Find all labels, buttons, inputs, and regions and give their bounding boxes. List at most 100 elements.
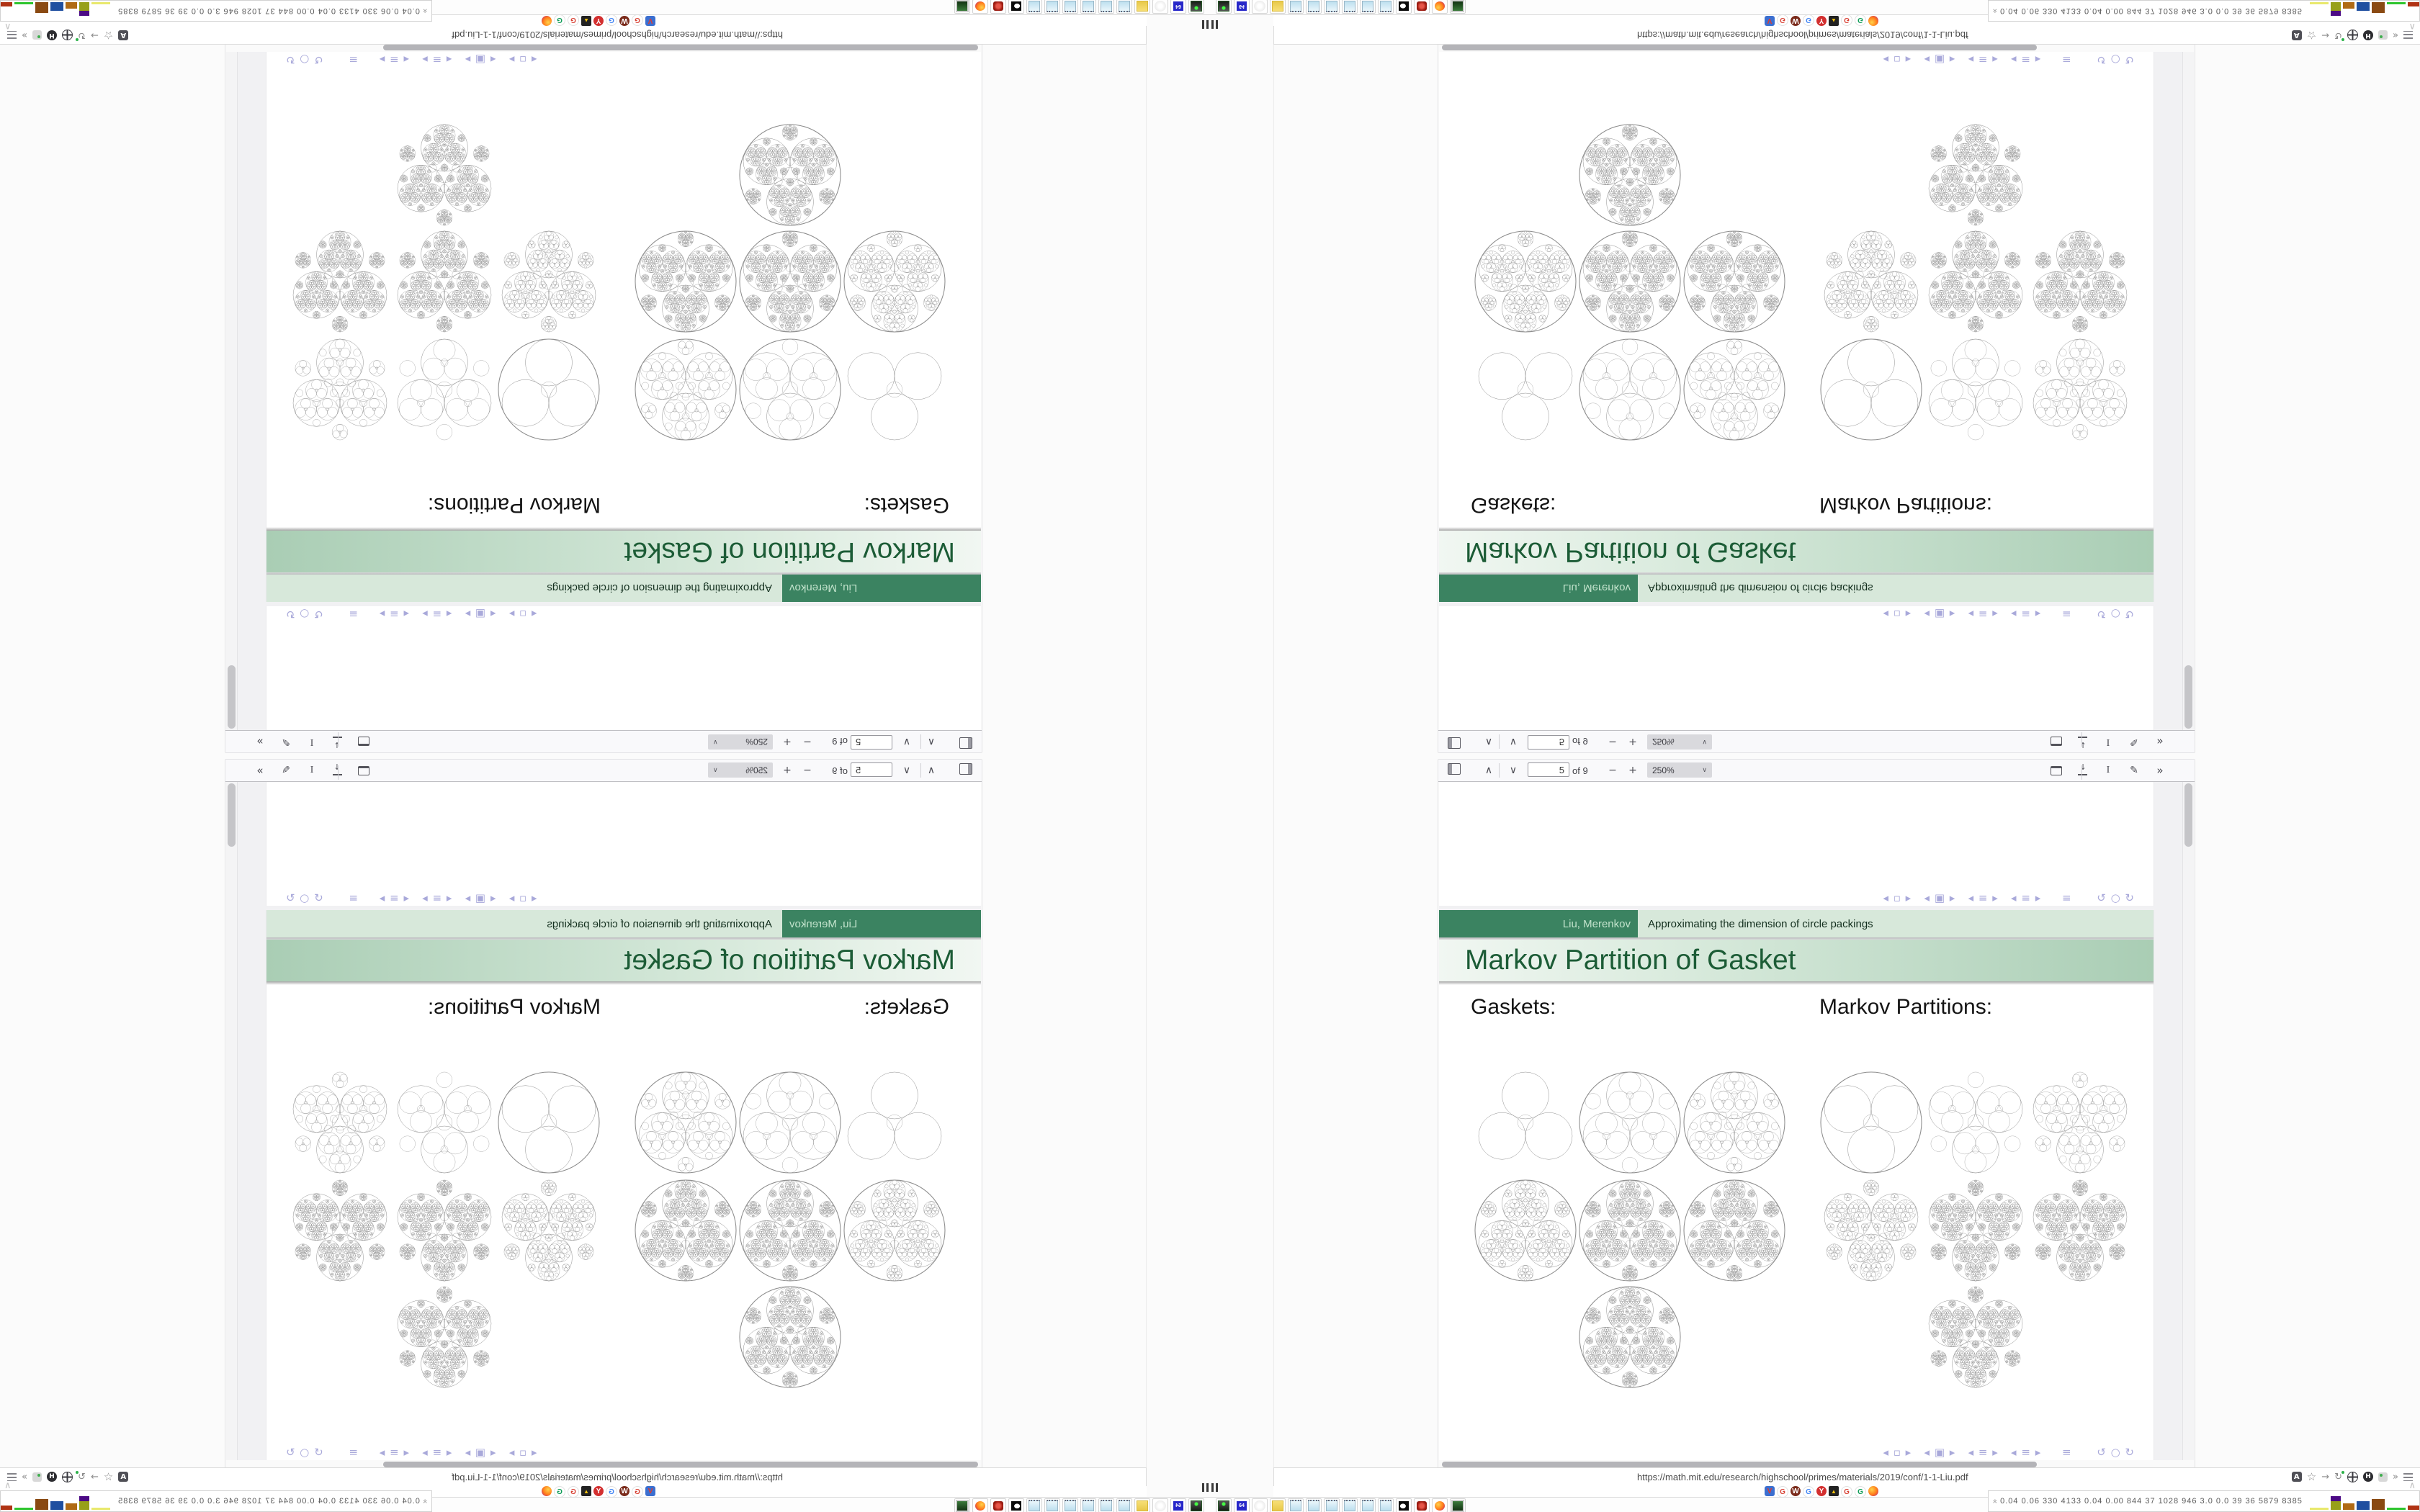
next-page-button[interactable]: ∨ bbox=[898, 762, 915, 779]
reload-icon[interactable]: ↻ bbox=[78, 30, 86, 41]
vertical-scrollbar[interactable] bbox=[226, 52, 238, 730]
reload-icon[interactable]: ↻ bbox=[78, 1472, 86, 1482]
zoom-out-button[interactable]: − bbox=[1604, 733, 1621, 750]
page-number-input[interactable] bbox=[1528, 762, 1569, 777]
launcher-disc[interactable] bbox=[1252, 0, 1268, 14]
extension-leaf-icon[interactable] bbox=[32, 1472, 42, 1482]
globe-icon[interactable] bbox=[62, 30, 73, 41]
favicon-google[interactable]: G bbox=[632, 1486, 643, 1498]
launcher-folder[interactable] bbox=[1134, 0, 1150, 14]
favicon-yahoo[interactable]: Y bbox=[593, 1486, 604, 1496]
text-tool-button[interactable]: I bbox=[2099, 762, 2117, 779]
more-tools-button[interactable]: » bbox=[251, 733, 269, 750]
zoom-in-button[interactable]: + bbox=[1624, 733, 1641, 750]
launcher-disc[interactable] bbox=[1152, 0, 1168, 14]
launcher-monitor[interactable] bbox=[954, 0, 970, 14]
previous-page-button[interactable]: ∧ bbox=[923, 733, 940, 750]
scrollbar-thumb[interactable] bbox=[2184, 783, 2192, 847]
draw-tool-button[interactable]: ✎ bbox=[2125, 733, 2143, 750]
favicon-google[interactable]: G bbox=[1803, 1486, 1814, 1498]
launcher-drive[interactable] bbox=[1216, 0, 1232, 14]
launcher-medallion[interactable] bbox=[1414, 0, 1430, 14]
url-text[interactable]: https://math.mit.edu/research/highschool… bbox=[1637, 1472, 1968, 1482]
favicon-firefox[interactable] bbox=[1868, 1486, 1878, 1496]
launcher-monitor[interactable] bbox=[1450, 0, 1466, 14]
sidebar-toggle-button[interactable] bbox=[1446, 733, 1463, 750]
launcher-firefox[interactable] bbox=[1432, 0, 1448, 14]
favicon-firefox[interactable] bbox=[542, 1486, 552, 1496]
launcher-folder[interactable] bbox=[1134, 1498, 1150, 1512]
globe-icon[interactable] bbox=[2347, 1472, 2358, 1482]
launcher-c64[interactable]: 64 bbox=[1234, 0, 1250, 14]
page-number-input[interactable] bbox=[851, 762, 892, 777]
launcher-c64[interactable]: 64 bbox=[1234, 1498, 1250, 1512]
bookmark-star-icon[interactable]: ☆ bbox=[104, 29, 113, 42]
launcher-notepad[interactable] bbox=[1080, 0, 1096, 14]
launcher-c64[interactable]: 64 bbox=[1170, 1498, 1186, 1512]
zoom-select[interactable]: 250% ∨ bbox=[708, 762, 773, 778]
menu-icon[interactable] bbox=[2403, 32, 2413, 40]
launcher-monitor[interactable] bbox=[1450, 1498, 1466, 1512]
horizontal-scrollbar[interactable] bbox=[1439, 44, 2182, 51]
zoom-out-button[interactable]: − bbox=[799, 762, 816, 779]
launcher-monitor[interactable] bbox=[954, 1498, 970, 1512]
page-number-input[interactable] bbox=[1528, 735, 1569, 750]
more-tools-button[interactable]: » bbox=[251, 762, 269, 779]
translate-icon[interactable]: A bbox=[118, 1472, 128, 1482]
favicon-photos[interactable]: ▲ bbox=[1829, 16, 1839, 26]
url-text[interactable]: https://math.mit.edu/research/highschool… bbox=[452, 30, 783, 40]
text-tool-button[interactable]: I bbox=[2099, 733, 2117, 750]
print-button[interactable] bbox=[355, 762, 372, 779]
launcher-drive[interactable] bbox=[1188, 0, 1204, 14]
beamer-navigation-symbols[interactable]: ◂ ▫ ▸ ◂ ▣ ▸ ◂ ≡ ▸ ◂ ≡ ▸ ≡ ↺ ○ ↻ bbox=[1883, 53, 2135, 66]
scrollbar-thumb[interactable] bbox=[1442, 45, 2037, 50]
next-page-button[interactable]: ∨ bbox=[1505, 733, 1522, 750]
zoom-in-button[interactable]: + bbox=[1624, 762, 1641, 779]
favicon-photos[interactable]: ▲ bbox=[581, 16, 591, 26]
launcher-disc[interactable] bbox=[1152, 1498, 1168, 1512]
launcher-notepad[interactable] bbox=[1062, 0, 1078, 14]
favicon-google[interactable]: G bbox=[606, 1486, 617, 1498]
scrollbar-thumb[interactable] bbox=[1442, 1462, 2037, 1467]
scrollbar-thumb[interactable] bbox=[228, 665, 236, 729]
favicon-wikipedia[interactable]: W bbox=[1791, 16, 1801, 26]
zoom-in-button[interactable]: + bbox=[779, 733, 796, 750]
forward-icon[interactable]: → bbox=[2321, 30, 2329, 41]
draw-tool-button[interactable]: ✎ bbox=[277, 733, 295, 750]
favicon-vpin[interactable]: V bbox=[645, 16, 655, 26]
launcher-notepad[interactable] bbox=[1098, 1498, 1114, 1512]
chevron-up-icon[interactable]: ∧ bbox=[4, 21, 12, 32]
favicon-google[interactable]: G bbox=[554, 1486, 565, 1498]
chevron-up-icon[interactable]: ∧ bbox=[2408, 21, 2416, 32]
launcher-wolf[interactable] bbox=[1396, 1498, 1412, 1512]
favicon-vpin[interactable]: V bbox=[645, 1486, 655, 1496]
favicon-google[interactable]: G bbox=[1841, 1486, 1852, 1498]
overflow-chevron-icon[interactable]: » bbox=[22, 30, 27, 41]
url-text[interactable]: https://math.mit.edu/research/highschool… bbox=[452, 1472, 783, 1482]
launcher-notepad[interactable] bbox=[1026, 0, 1042, 14]
forward-icon[interactable]: → bbox=[91, 1472, 99, 1482]
sidebar-toggle-button[interactable] bbox=[957, 733, 974, 750]
extension-h-icon[interactable]: H bbox=[2363, 30, 2373, 40]
scrollbar-thumb[interactable] bbox=[383, 1462, 978, 1467]
favicon-wikipedia[interactable]: W bbox=[619, 16, 629, 26]
launcher-notepad[interactable] bbox=[1306, 1498, 1322, 1512]
page-number-input[interactable] bbox=[851, 735, 892, 750]
favicon-yahoo[interactable]: Y bbox=[1816, 1486, 1827, 1496]
launcher-notepad[interactable] bbox=[1116, 1498, 1132, 1512]
forward-icon[interactable]: → bbox=[91, 30, 99, 41]
launcher-notepad[interactable] bbox=[1098, 0, 1114, 14]
beamer-navigation-symbols[interactable]: ◂ ▫ ▸ ◂ ▣ ▸ ◂ ≡ ▸ ◂ ≡ ▸ ≡ ↺ ○ ↻ bbox=[1883, 891, 2135, 904]
translate-icon[interactable]: A bbox=[2292, 1472, 2302, 1482]
bookmark-star-icon[interactable]: ☆ bbox=[104, 1470, 113, 1483]
bookmark-star-icon[interactable]: ☆ bbox=[2307, 1470, 2316, 1483]
launcher-notepad[interactable] bbox=[1324, 1498, 1340, 1512]
beamer-navigation-symbols[interactable]: ◂ ▫ ▸ ◂ ▣ ▸ ◂ ≡ ▸ ◂ ≡ ▸ ≡ ↺ ○ ↻ bbox=[1883, 608, 2135, 621]
menu-icon[interactable] bbox=[7, 32, 17, 40]
beamer-navigation-symbols[interactable]: ◂ ▫ ▸ ◂ ▣ ▸ ◂ ≡ ▸ ◂ ≡ ▸ ≡ ↺ ○ ↻ bbox=[285, 53, 537, 66]
launcher-notepad[interactable] bbox=[1044, 1498, 1060, 1512]
favicon-vpin[interactable]: V bbox=[1765, 16, 1775, 26]
vertical-scrollbar[interactable] bbox=[2182, 52, 2194, 730]
more-tools-button[interactable]: » bbox=[2151, 733, 2169, 750]
scrollbar-thumb[interactable] bbox=[228, 783, 236, 847]
